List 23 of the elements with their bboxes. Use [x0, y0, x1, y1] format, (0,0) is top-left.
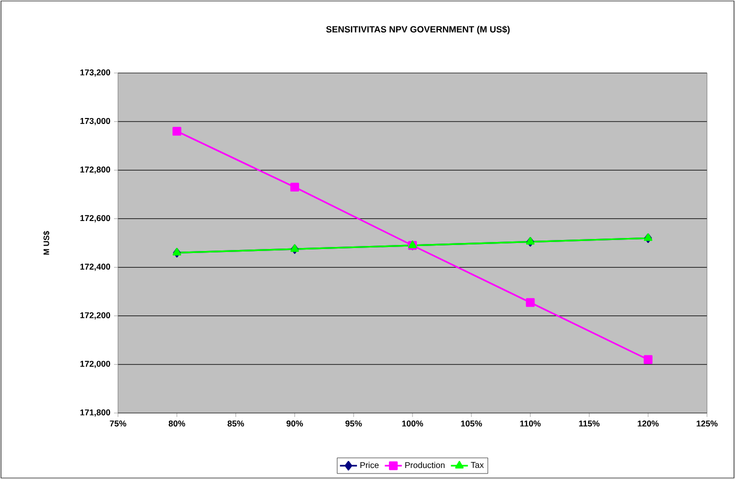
x-tick-label: 110%	[520, 420, 541, 427]
y-tick-label: 173,200	[80, 69, 110, 77]
y-tick-label: 172,600	[80, 215, 110, 222]
x-tick-label: 125%	[696, 420, 718, 427]
y-tick-label: 171,800	[80, 409, 110, 417]
x-tick-label: 105%	[461, 420, 482, 427]
y-tick-label: 172,200	[80, 312, 110, 320]
chart-title: SENSITIVITAS NPV GOVERNMENT (M US$)	[326, 26, 510, 34]
x-tick-label: 95%	[345, 420, 362, 427]
x-tick-label: 100%	[402, 420, 424, 427]
y-tick-label: 172,000	[80, 360, 110, 368]
x-tick-label: 85%	[228, 420, 244, 427]
x-tick-label: 75%	[110, 420, 126, 426]
legend-label: Price	[360, 462, 379, 468]
legend-label: Production	[405, 462, 445, 468]
legend-label: Tax	[470, 462, 484, 468]
y-tick-label: 172,400	[80, 264, 110, 271]
y-tick-label: 173,000	[80, 118, 110, 126]
x-tick-label: 80%	[168, 420, 186, 427]
x-tick-label: 90%	[286, 420, 303, 427]
x-tick-label: 120%	[638, 420, 659, 427]
y-tick-label: 172,800	[80, 166, 110, 174]
x-tick-label: 115%	[579, 420, 600, 426]
